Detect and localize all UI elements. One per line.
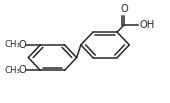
Text: OH: OH (139, 20, 155, 30)
Text: O: O (18, 40, 26, 50)
Text: O: O (18, 65, 26, 75)
Text: CH₃: CH₃ (5, 40, 21, 49)
Text: CH₃: CH₃ (5, 66, 21, 75)
Text: O: O (120, 5, 128, 15)
